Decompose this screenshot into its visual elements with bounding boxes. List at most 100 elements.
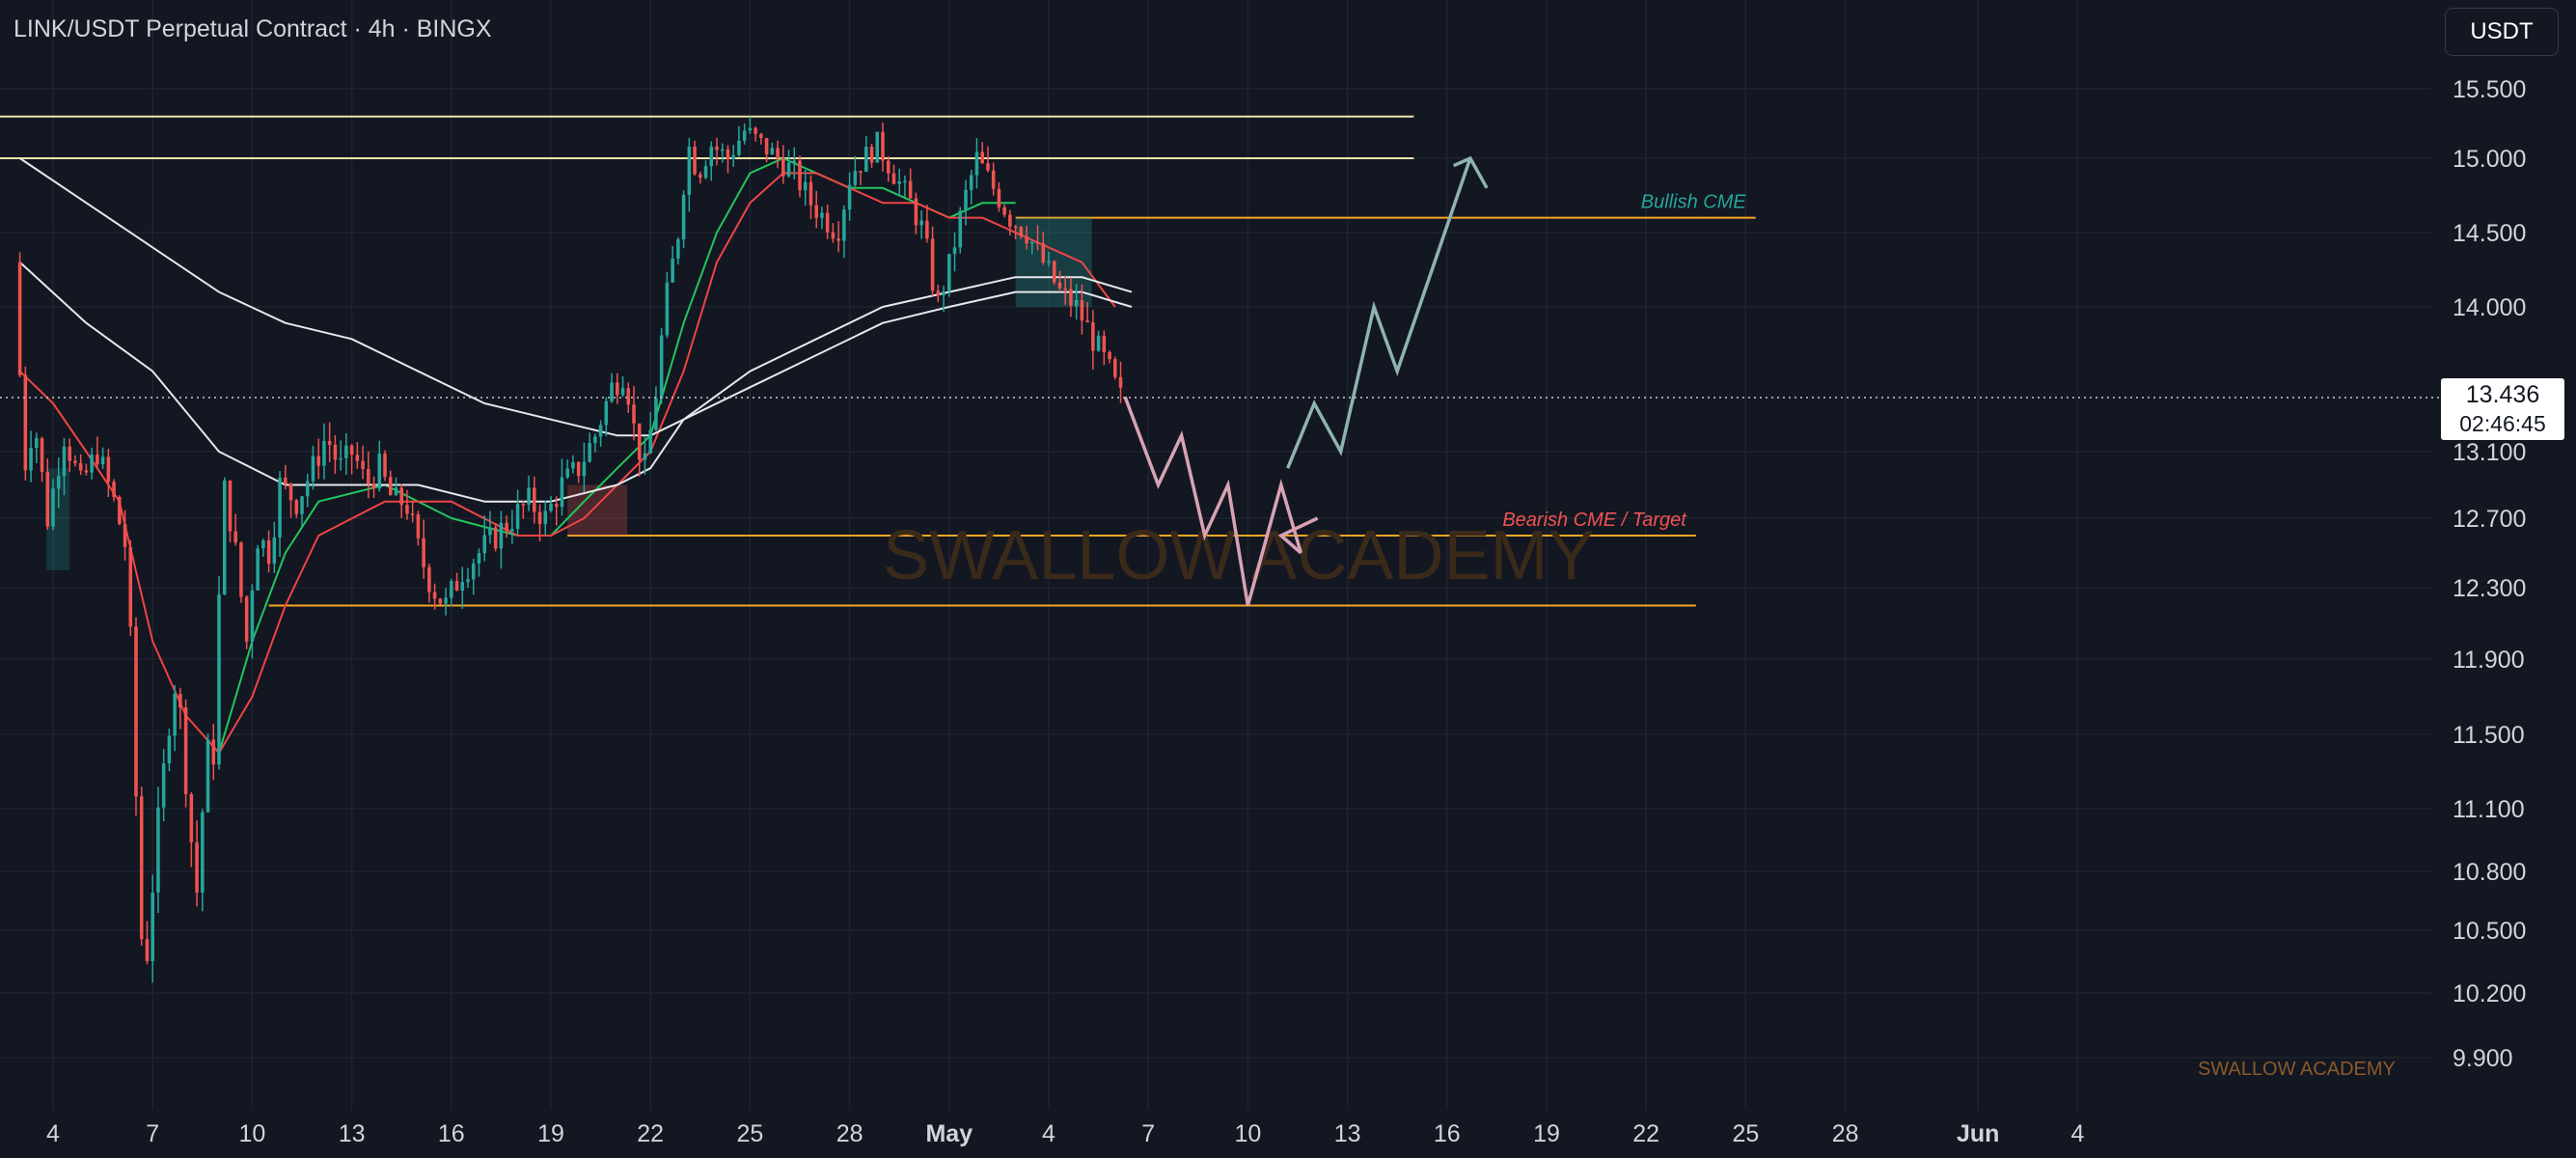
- candle-body: [178, 693, 182, 708]
- last-price-badge: 13.436 02:46:45: [2441, 378, 2564, 440]
- candle-body: [1108, 351, 1111, 360]
- candle-body: [1019, 227, 1024, 236]
- candle-body: [521, 504, 526, 506]
- candle-body: [869, 147, 874, 163]
- candle-body: [776, 148, 780, 159]
- candle-body: [1113, 359, 1117, 377]
- candle-body: [294, 500, 299, 514]
- candle-body: [1085, 320, 1089, 323]
- candle-body: [626, 388, 631, 405]
- candle-body: [222, 480, 227, 594]
- price-tick-label: 10.800: [2453, 859, 2526, 886]
- candle-body: [925, 220, 929, 239]
- candle-body: [936, 290, 941, 295]
- candle-body: [897, 180, 901, 184]
- candle-body: [831, 232, 836, 239]
- candle-body: [610, 382, 614, 401]
- candle-body: [505, 522, 508, 532]
- brand-footer: SWALLOW ACADEMY: [2198, 1059, 2396, 1080]
- candle-body: [266, 539, 271, 565]
- date-tick-label: 28: [1832, 1120, 1859, 1147]
- price-tick-label: 13.100: [2453, 439, 2526, 466]
- candle-body: [703, 166, 708, 179]
- candle-body: [533, 487, 536, 512]
- candle-body: [383, 454, 387, 478]
- candle-body: [333, 444, 338, 460]
- candle-body: [217, 593, 221, 765]
- candle-body: [914, 198, 918, 226]
- price-tick-label: 9.900: [2453, 1045, 2513, 1072]
- candle-body: [477, 553, 481, 565]
- candle-body: [814, 205, 818, 218]
- candles: [17, 116, 1123, 983]
- candle-body: [604, 400, 609, 426]
- date-tick-label: 10: [238, 1120, 265, 1147]
- candle-body: [930, 238, 935, 291]
- candle-body: [1057, 282, 1062, 289]
- projection-down-arrowhead: [1277, 516, 1319, 555]
- candle-body: [560, 477, 564, 508]
- candle-body: [715, 146, 719, 151]
- candle-body: [969, 175, 973, 190]
- price-tick-label: 14.500: [2453, 220, 2526, 247]
- candle-body: [598, 425, 603, 437]
- candle-body: [527, 487, 531, 505]
- candle-body: [488, 527, 492, 536]
- date-tick-label: 16: [1434, 1120, 1461, 1147]
- candle-body: [709, 146, 714, 167]
- date-tick-label: 13: [1334, 1120, 1361, 1147]
- candle-body: [786, 162, 791, 177]
- candle-body: [311, 455, 315, 482]
- candle-body: [847, 184, 852, 210]
- candle-body: [1030, 241, 1034, 244]
- candle-body: [344, 445, 348, 458]
- moving-averages: [18, 157, 1133, 755]
- candle-body: [742, 130, 747, 141]
- zone-labels: Bullish CME Bearish CME / Target: [1502, 192, 1746, 531]
- candle-body: [571, 461, 575, 469]
- candle-body: [781, 158, 785, 177]
- candle-body: [997, 188, 1001, 207]
- candle-body: [616, 382, 619, 396]
- candle-body: [798, 160, 802, 191]
- candle-body: [189, 793, 194, 842]
- candle-body: [278, 478, 282, 538]
- candle-body: [305, 481, 310, 497]
- currency-button[interactable]: USDT: [2445, 8, 2559, 56]
- candle-body: [770, 148, 775, 155]
- candle-body: [438, 598, 443, 604]
- date-tick-label: 4: [46, 1120, 60, 1147]
- candle-body: [367, 469, 370, 484]
- candle-body: [1035, 241, 1040, 244]
- candle-body: [958, 210, 963, 248]
- last-price-value: 13.436: [2465, 381, 2540, 408]
- candle-body: [394, 487, 398, 496]
- candle-body: [687, 146, 692, 195]
- candle-body: [422, 538, 425, 567]
- price-axis[interactable]: 15.500 15.000 14.500 14.000 13.100 12.700 12.3…: [2453, 76, 2526, 1072]
- candle-body: [991, 170, 996, 189]
- candle-body: [980, 152, 984, 164]
- candle-body: [537, 511, 542, 525]
- date-tick-label: 22: [637, 1120, 664, 1147]
- time-axis[interactable]: 4 7 10 13 16 19 22 25 28 May 4 7 10 13 16 19 22 25 28 Jun 4: [46, 1120, 2084, 1147]
- candle-body: [808, 181, 813, 206]
- candle-body: [1052, 261, 1056, 283]
- candle-body: [637, 423, 642, 460]
- date-tick-label: 22: [1632, 1120, 1659, 1147]
- candle-body: [676, 239, 680, 260]
- candle-body: [78, 462, 83, 471]
- date-tick-label: 7: [1141, 1120, 1155, 1147]
- candle-body: [903, 180, 907, 182]
- candle-body: [648, 429, 652, 454]
- price-tick-label: 12.300: [2453, 575, 2526, 602]
- candle-body: [726, 149, 730, 159]
- candle-body: [51, 488, 55, 527]
- candle-body: [183, 707, 188, 794]
- candle-body: [1102, 335, 1107, 352]
- candle-body: [195, 841, 199, 893]
- candle-body: [1013, 226, 1018, 229]
- candle-body: [300, 496, 304, 514]
